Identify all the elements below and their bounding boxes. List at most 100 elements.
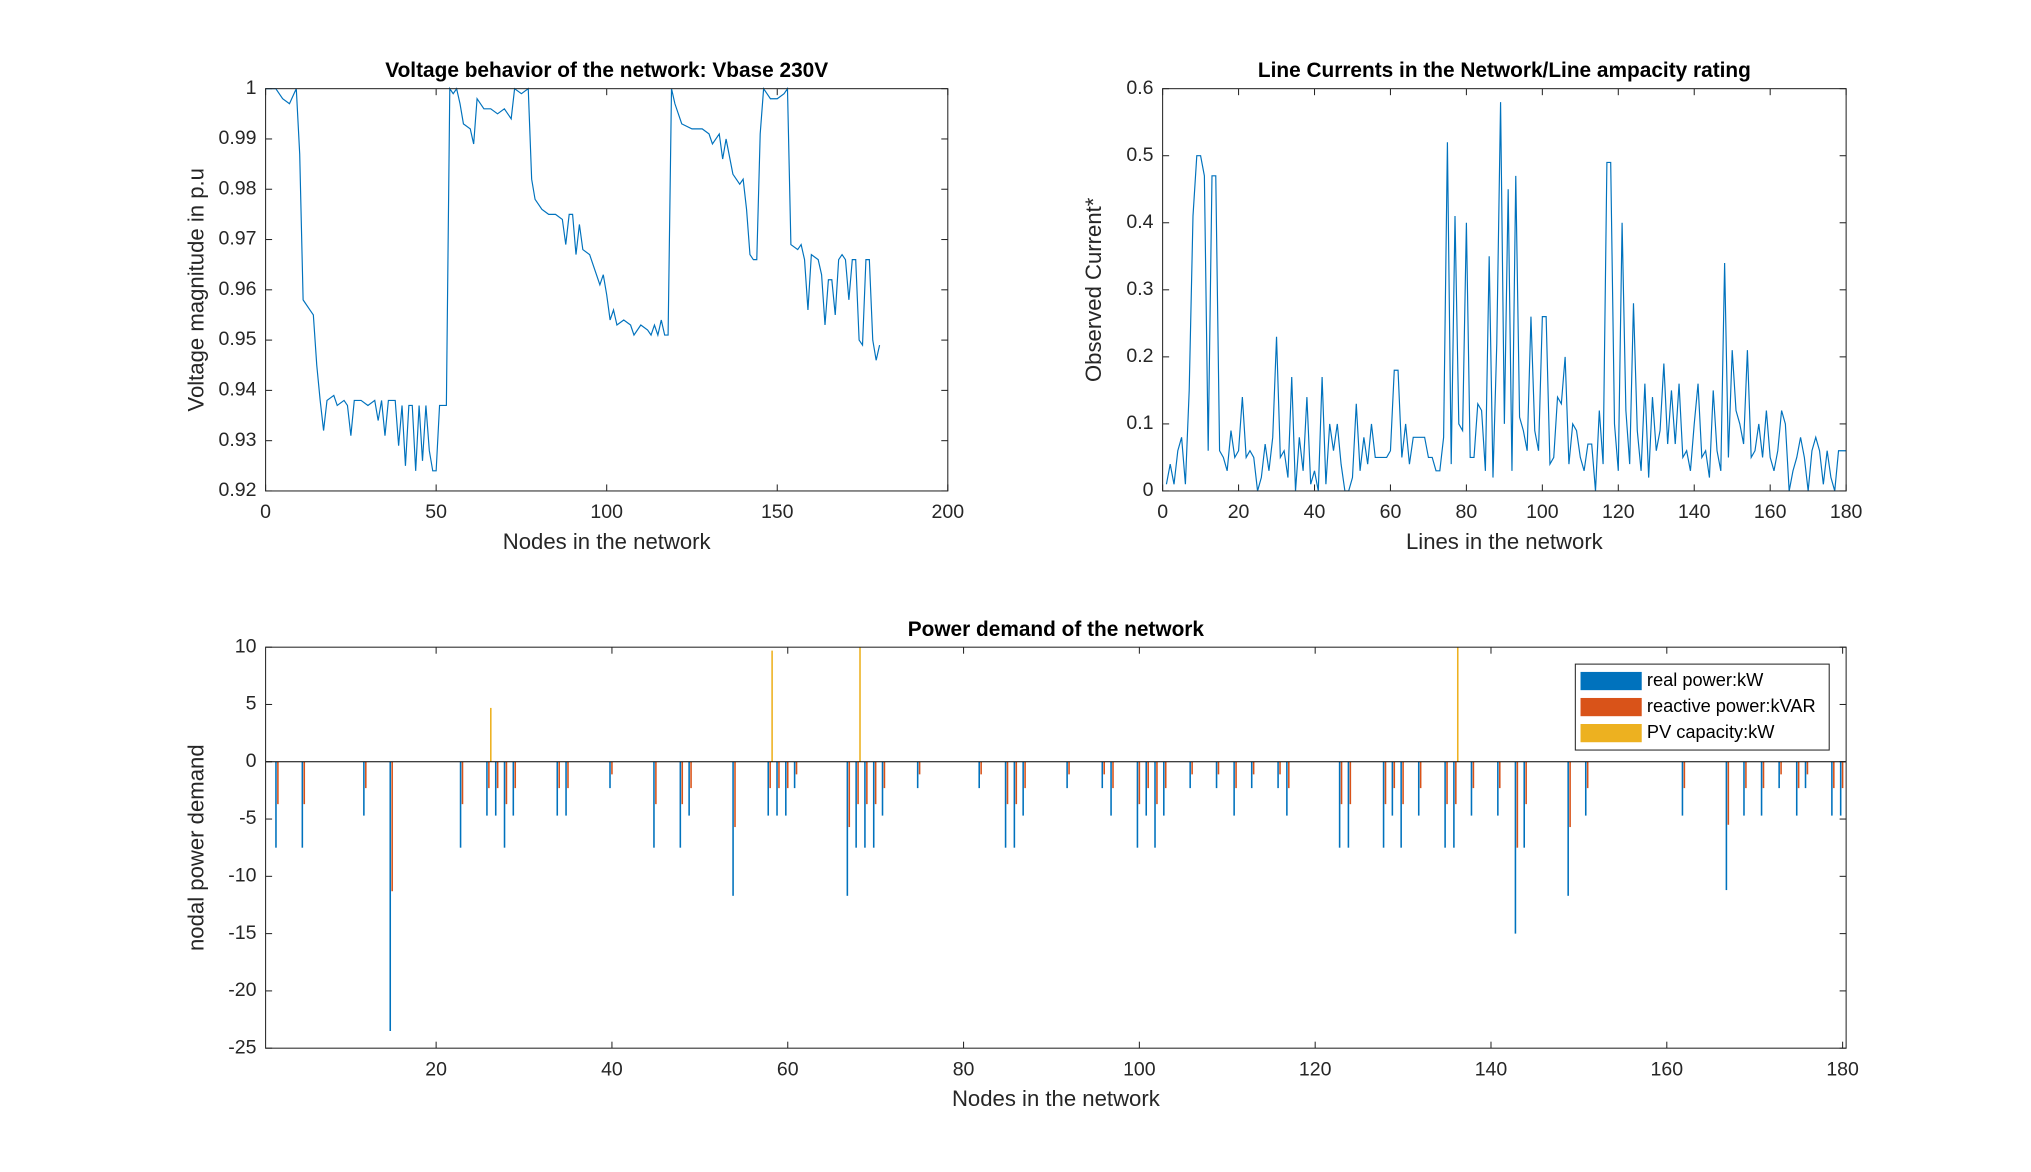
bar [872, 761, 875, 848]
bar [459, 761, 462, 848]
bar [690, 761, 692, 789]
y-tick-label: -5 [239, 807, 256, 829]
bar [1138, 761, 1141, 805]
bar [1456, 647, 1459, 762]
bar [1683, 761, 1686, 789]
bar [496, 761, 499, 789]
bar [855, 761, 857, 848]
x-tick-label: 40 [601, 1058, 623, 1080]
bar [795, 761, 798, 775]
bar [1217, 761, 1220, 775]
bar [1455, 761, 1457, 805]
bar [275, 761, 277, 848]
bar [556, 761, 559, 816]
bar [785, 761, 787, 816]
y-tick-label: 0.2 [1126, 345, 1153, 367]
x-tick-label: 50 [425, 501, 447, 523]
y-tick-label: 0.99 [218, 127, 256, 149]
bar [1156, 761, 1158, 805]
bar [301, 761, 304, 848]
bar [1743, 761, 1745, 816]
bar [1347, 761, 1350, 848]
x-tick-label: 120 [1299, 1058, 1332, 1080]
bar [1288, 761, 1290, 789]
y-tick-label: 0.97 [218, 228, 256, 250]
legend-swatch [1580, 671, 1642, 691]
x-tick-label: 180 [1826, 1058, 1859, 1080]
bar [1024, 761, 1026, 789]
bar [1233, 761, 1235, 816]
x-tick-label: 60 [1380, 501, 1402, 523]
bar [1164, 761, 1167, 789]
bar [1068, 761, 1070, 775]
bar [1778, 761, 1780, 789]
bar [859, 647, 861, 762]
legend-swatch [1580, 724, 1642, 743]
bar [916, 761, 919, 789]
bar [881, 761, 884, 816]
bar [1681, 761, 1684, 816]
bar [1215, 761, 1218, 789]
x-tick-label: 80 [953, 1058, 975, 1080]
bar [514, 761, 517, 789]
bar [1338, 761, 1341, 848]
bar [1400, 761, 1402, 848]
data-line [1165, 102, 1847, 492]
bar [1384, 761, 1387, 805]
bar [488, 761, 490, 789]
bar [1147, 761, 1149, 789]
bar [1444, 761, 1446, 848]
x-tick-label: 160 [1754, 501, 1787, 523]
bar [1497, 761, 1499, 816]
bar [365, 761, 367, 789]
x-tick-label: 40 [1304, 501, 1326, 523]
bar [391, 761, 393, 892]
bar [1795, 761, 1798, 816]
bar [1806, 761, 1809, 775]
axes-box [265, 646, 1847, 1049]
y-tick-label: 0.92 [218, 479, 256, 501]
bar [1154, 761, 1156, 848]
y-tick-label: 0.4 [1126, 211, 1153, 233]
bar [1382, 761, 1385, 848]
bar [1831, 761, 1833, 816]
axes-box [265, 88, 949, 492]
bar [1516, 761, 1519, 848]
bar [688, 761, 690, 816]
x-tick-label: 20 [425, 1058, 447, 1080]
bar [1022, 761, 1024, 816]
x-tick-label: 60 [777, 1058, 799, 1080]
bar [786, 761, 789, 789]
bar [1391, 761, 1394, 816]
bar [558, 761, 560, 789]
x-tick-label: 20 [1228, 501, 1250, 523]
bar [1514, 761, 1517, 934]
bar [1252, 761, 1255, 775]
bar [1163, 761, 1165, 816]
y-tick-label: 5 [246, 693, 257, 715]
bar [461, 761, 464, 805]
bar [1833, 761, 1835, 789]
x-axis-label: Lines in the network [1406, 529, 1604, 554]
bar [1780, 761, 1782, 775]
x-tick-label: 80 [1456, 501, 1478, 523]
axes: Line Currents in the Network/Line ampaci… [1081, 59, 1863, 554]
bar [771, 650, 773, 762]
x-tick-label: 0 [1157, 501, 1168, 523]
y-tick-label: 0.3 [1126, 278, 1153, 300]
legend-label: real power:kW [1647, 670, 1764, 690]
bar [1402, 761, 1404, 805]
bar [1235, 761, 1237, 789]
y-tick-label: 1 [246, 77, 257, 99]
bar [655, 761, 657, 805]
bar [1393, 761, 1396, 789]
x-tick-label: 200 [932, 501, 965, 523]
bar [653, 761, 655, 848]
x-tick-label: 180 [1830, 501, 1863, 523]
bar [874, 761, 877, 805]
bar [1349, 761, 1352, 805]
bar [389, 761, 392, 1031]
bar [1419, 761, 1422, 789]
y-axis-label: Observed Current* [1081, 197, 1106, 382]
